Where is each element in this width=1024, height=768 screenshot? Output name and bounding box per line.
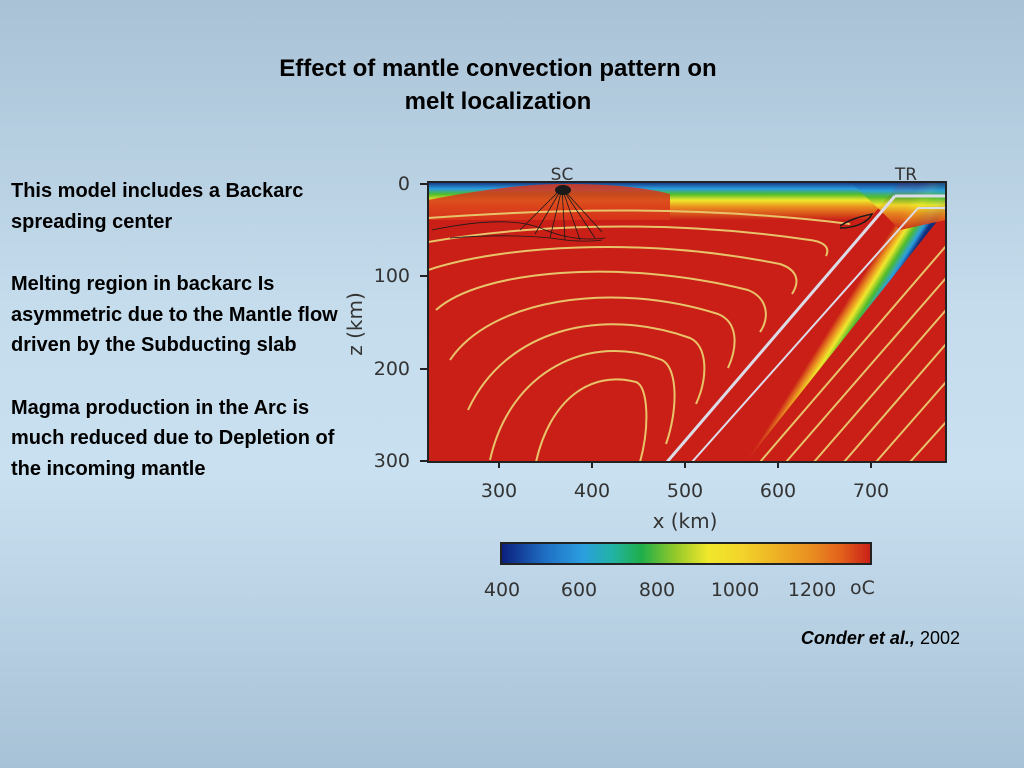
streamline: [489, 350, 676, 461]
subducting-slab: [670, 182, 946, 462]
streamline: [467, 323, 706, 411]
y-tick-label: 0: [398, 173, 410, 195]
x-tick-label: 600: [760, 480, 796, 502]
x-tick-label: 300: [481, 480, 517, 502]
streamline: [428, 209, 851, 225]
bullet-list: This model includes a Backarc spreading …: [11, 176, 356, 516]
streamline: [843, 343, 946, 462]
convection-model-figure: SC TR 0 100 200 300 z (km) 300 400 500 6…: [340, 160, 980, 610]
slide-title: Effect of mantle convection pattern on m…: [200, 52, 796, 118]
model-svg: SC TR 0 100 200 300 z (km) 300 400 500 6…: [343, 165, 947, 601]
x-tick-label: 400: [574, 480, 610, 502]
colorbar-strip: [500, 542, 872, 565]
citation-year: 2002: [919, 628, 960, 648]
streamline: [813, 309, 946, 462]
x-tick-label: 500: [667, 480, 703, 502]
streamline: [435, 270, 767, 333]
x-axis-label: x (km): [653, 509, 718, 533]
melt-contour: [449, 235, 603, 242]
colorbar-tick-label: 1200: [788, 579, 836, 601]
streamline: [428, 225, 829, 257]
y-tick-label: 300: [374, 450, 410, 472]
streamline: [759, 245, 946, 462]
colorbar-tick-label: 600: [561, 579, 597, 601]
streamline: [449, 296, 736, 369]
colorbar-tick-label: 400: [484, 579, 520, 601]
plot-frame: [427, 181, 947, 463]
temperature-colorbar: 400 600 800 1000 1200 oC: [484, 542, 875, 601]
title-line-1: Effect of mantle convection pattern on: [279, 55, 717, 82]
melt-region: [431, 187, 874, 242]
overriding-plate: [850, 182, 946, 230]
streamline: [875, 381, 946, 462]
melt-flowlines: [519, 187, 603, 241]
colorbar-tick-label: 1000: [711, 579, 759, 601]
x-tick-label: 700: [853, 480, 889, 502]
flow-streamlines: [428, 209, 946, 462]
y-tick-label: 200: [374, 358, 410, 380]
title-line-2: melt localization: [404, 88, 592, 115]
model-plot-area: [428, 182, 946, 462]
bullet-magma-production: Magma production in the Arc is much redu…: [11, 396, 335, 480]
y-axis-label: z (km): [343, 292, 367, 356]
citation: Conder et al., 2002: [700, 628, 960, 649]
bullet-asymmetric-melting: Melting region in backarc Is asymmetric …: [11, 273, 338, 356]
tr-label: TR: [894, 165, 917, 185]
x-axis: 300 400 500 600 700 x (km): [481, 462, 889, 533]
streamline: [785, 277, 946, 462]
streamline: [428, 246, 798, 295]
citation-author: Conder et al.,: [800, 628, 915, 648]
y-axis: 0 100 200 300 z (km): [343, 173, 428, 472]
bullet-backarc-model: This model includes a Backarc spreading …: [11, 180, 304, 233]
streamline: [909, 421, 946, 462]
slab-bottom-line: [691, 207, 919, 462]
melt-contour: [431, 221, 606, 240]
arc-melt-region: [839, 212, 874, 229]
y-tick-label: 100: [374, 265, 410, 287]
sc-label: SC: [551, 165, 574, 185]
slab-top-line: [665, 195, 897, 462]
spreading-center-melt-blob: [555, 185, 571, 195]
streamline: [535, 378, 648, 462]
colorbar-tick-label: 800: [639, 579, 675, 601]
colorbar-unit: oC: [850, 577, 875, 599]
